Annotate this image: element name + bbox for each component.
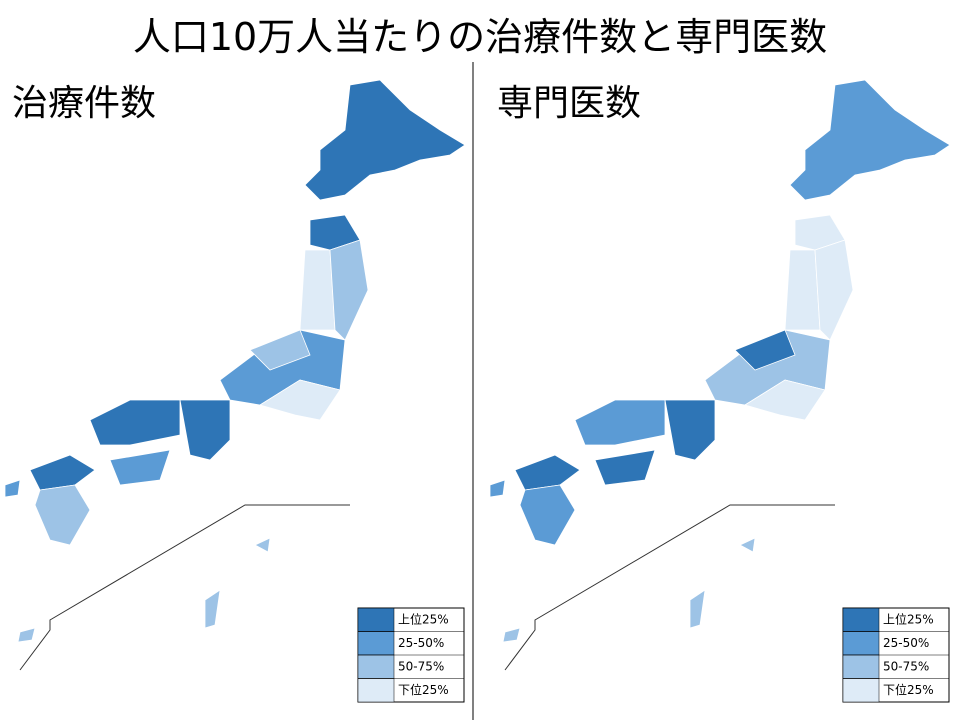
- map: 上位25% 25-50% 50-75% 下位25%: [4, 79, 466, 703]
- legend-label: 25-50%: [883, 636, 929, 650]
- region: [814, 239, 854, 341]
- region: [329, 239, 369, 341]
- okinawa-divider: [19, 504, 350, 671]
- slide-title: 人口10万人当たりの治療件数と専門医数: [133, 15, 827, 59]
- region: [789, 79, 951, 201]
- legend-label: 下位25%: [398, 682, 449, 697]
- region: [519, 484, 576, 546]
- region: [4, 479, 21, 498]
- region: [502, 627, 521, 643]
- legend-label: 25-50%: [398, 636, 444, 650]
- region: [574, 399, 666, 446]
- legend-label: 上位25%: [398, 611, 449, 626]
- region: [109, 449, 171, 486]
- region: [734, 329, 796, 371]
- region: [17, 627, 36, 643]
- legend-swatch: [357, 607, 395, 632]
- region: [299, 249, 336, 331]
- legend-label: 下位25%: [883, 682, 934, 697]
- region: [744, 379, 826, 421]
- region: [784, 249, 821, 331]
- legend-swatch: [357, 678, 395, 703]
- legend-label: 50-75%: [398, 659, 444, 673]
- region: [689, 589, 706, 629]
- region: [664, 399, 716, 461]
- region: [514, 454, 581, 491]
- region: [29, 454, 96, 491]
- region: [249, 329, 311, 371]
- legend-swatch: [357, 654, 395, 679]
- legend-swatch: [842, 678, 880, 703]
- map: 上位25% 25-50% 50-75% 下位25%: [489, 79, 951, 703]
- map-title: 治療件数: [12, 83, 156, 124]
- region: [89, 399, 181, 446]
- region: [304, 79, 466, 201]
- region: [594, 449, 656, 486]
- region: [254, 537, 271, 553]
- map-title: 専門医数: [497, 83, 641, 124]
- region: [739, 537, 756, 553]
- legend-swatch: [357, 631, 395, 656]
- region: [259, 379, 341, 421]
- region: [34, 484, 91, 546]
- legend-label: 上位25%: [883, 611, 934, 626]
- legend-swatch: [842, 654, 880, 679]
- okinawa-divider: [504, 504, 835, 671]
- region: [489, 479, 506, 498]
- legend-swatch: [842, 631, 880, 656]
- legend-swatch: [842, 607, 880, 632]
- legend-label: 50-75%: [883, 659, 929, 673]
- region: [204, 589, 221, 629]
- region: [179, 399, 231, 461]
